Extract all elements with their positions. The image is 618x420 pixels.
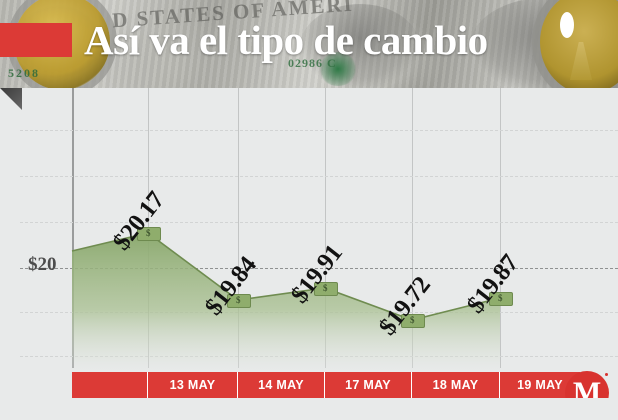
date-label-19-may: 19 MAY: [517, 378, 563, 392]
date-label-13-may: 13 MAY: [148, 372, 238, 398]
treasury-seal-icon: [318, 52, 358, 86]
data-marker-13-may: $: [137, 227, 161, 241]
gridline-minor-1: [20, 130, 618, 131]
red-accent-block: [0, 23, 72, 57]
gridline-14-may: [238, 88, 239, 368]
gridline-17-may: [325, 88, 326, 368]
bottom-strip: [0, 398, 618, 420]
gridline-minor-4: [20, 312, 618, 313]
gridline-minor-5: [20, 356, 618, 357]
date-label-spacer: [72, 372, 148, 398]
bill-serial-left: 5208: [8, 66, 40, 80]
gridline-minor-3: [20, 222, 618, 223]
header-banner: D STATES OF AMERI 5208 02986 C Así va el…: [0, 0, 618, 88]
gridline-18-may: [412, 88, 413, 368]
registered-mark-icon: [605, 373, 608, 376]
gridline-minor-2: [20, 176, 618, 177]
bill-serial-mid: 02986 C: [288, 56, 337, 70]
data-marker-19-may: $: [489, 292, 513, 306]
date-label-14-may: 14 MAY: [238, 372, 325, 398]
data-marker-17-may: $: [314, 282, 338, 296]
date-label-17-may: 17 MAY: [325, 372, 412, 398]
date-label-18-may: 18 MAY: [412, 372, 500, 398]
data-marker-14-may: $: [227, 294, 251, 308]
peso-coin-right-icon: [540, 0, 618, 88]
y-axis-tick-label: $20: [28, 254, 57, 275]
gridline-19-may: [500, 88, 501, 368]
corner-fold-decoration: [0, 88, 22, 110]
date-axis-bar: 13 MAY 14 MAY 17 MAY 18 MAY 19 MAY: [72, 372, 580, 398]
page-title: Así va el tipo de cambio: [84, 17, 488, 63]
y-axis-line: [72, 88, 74, 368]
data-marker-18-may: $: [401, 314, 425, 328]
